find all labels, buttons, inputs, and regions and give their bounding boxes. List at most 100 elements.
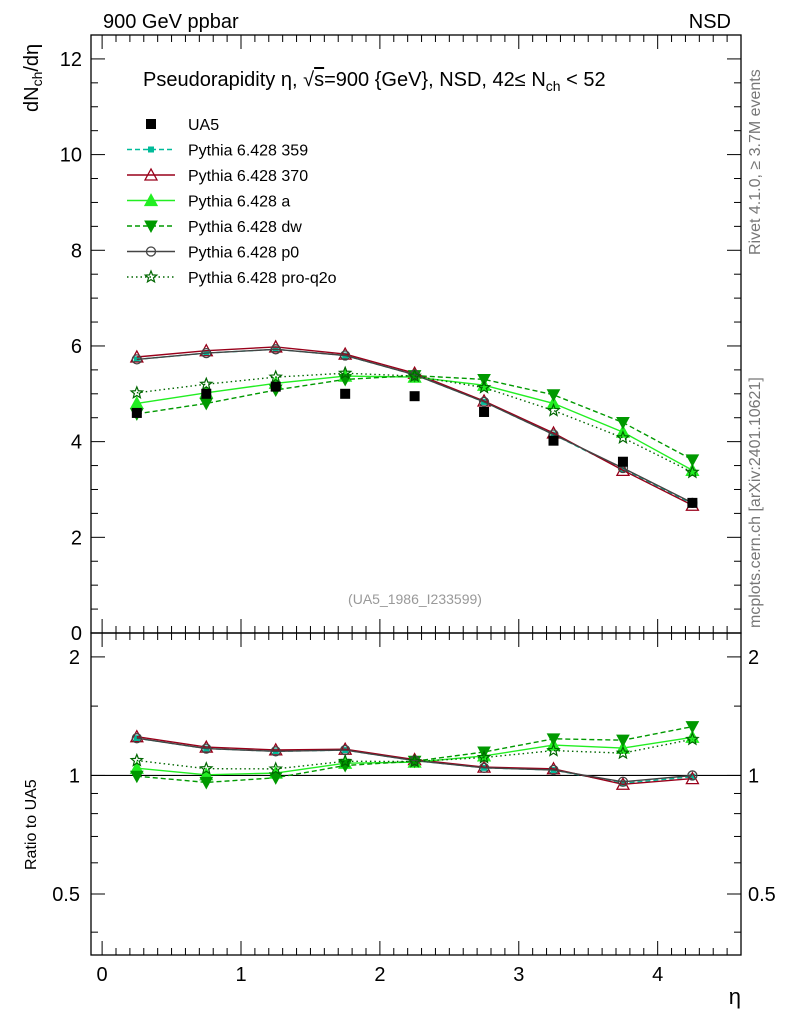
ratio-tick-label-right: 2: [748, 647, 759, 669]
rivet-label: Rivet 4.1.0, ≥ 3.7M events: [747, 69, 764, 255]
y-tick-label: 8: [71, 240, 82, 262]
series-5-point: [407, 368, 422, 383]
series-1-point: [338, 346, 353, 360]
legend-item-4-marker: [144, 220, 158, 234]
series-layer: [129, 339, 700, 511]
legend-item-5-label: Pythia 6.428 p0: [188, 245, 299, 262]
series-5-point: [546, 402, 561, 417]
legend-item-6-marker: [143, 269, 159, 284]
legend-item-0-marker: [146, 119, 156, 129]
y-tick-label: 0: [71, 623, 82, 645]
ratio-ticks: [91, 633, 742, 955]
series-3-ratio-point: [199, 776, 214, 790]
y-tick-label: 2: [71, 527, 82, 549]
ratio-tick-label: 1: [69, 765, 80, 787]
series-5-ratio-point: [546, 742, 561, 757]
series-0-ratio-point: [689, 773, 696, 780]
ratio-tick-label: 0.5: [52, 884, 80, 906]
series-3-line: [136, 374, 693, 461]
chart-title: Pseudorapidity η, √s=900 {GeV}, NSD, 42≤…: [143, 69, 606, 94]
series-4-point: [478, 396, 490, 408]
y-tick-labels: 0 2 4 6 8 10 12: [60, 49, 82, 645]
y-tick-label: 12: [60, 49, 82, 71]
series-3-point: [477, 373, 491, 387]
series-5-point: [129, 385, 145, 400]
series-1-ratio-point: [199, 739, 214, 753]
series-1-ratio-point: [129, 729, 144, 743]
series-4-point: [131, 354, 142, 365]
ua5-data-point: [479, 406, 490, 417]
title-leq: ≤: [515, 69, 526, 91]
series-5-point: [337, 365, 353, 380]
series-1-ratio-point: [268, 742, 283, 756]
title-post: < 52: [561, 69, 606, 91]
title-eta: η: [281, 69, 292, 91]
series-4-ratio-point: [548, 764, 559, 776]
ua5-data-point: [409, 391, 420, 402]
series-0-ratio-point: [619, 780, 626, 787]
y-axis-label: dNch/dη: [21, 44, 45, 112]
ratio-tick-label: 2: [69, 647, 80, 669]
series-4-ratio-point: [617, 776, 629, 787]
header-right: NSD: [689, 11, 731, 33]
series-3-ratio-point: [129, 770, 144, 784]
legend-item-4-label: Pythia 6.428 dw: [188, 219, 302, 236]
series-5-line: [136, 372, 693, 473]
series-5-point: [476, 379, 492, 394]
series-5-ratio-point: [199, 761, 214, 775]
ylabel-a: dN: [21, 86, 43, 112]
legend-item-5-marker: [145, 246, 157, 257]
series-3-ratio-line: [136, 725, 693, 784]
series-5-ratio-point: [268, 761, 283, 776]
series-5-ratio-point: [407, 753, 422, 768]
y-tick-label: 10: [60, 145, 82, 167]
mcplots-label: mcplots.cern.ch [arXiv:2401.10621]: [747, 377, 764, 628]
x-tick-label: 0: [97, 964, 108, 986]
ua5-data-point: [131, 407, 142, 418]
ratio-axis-label: Ratio to UA5: [23, 779, 40, 870]
watermark: (UA5_1986_I233599): [348, 591, 482, 607]
x-tick-label: 1: [235, 964, 246, 986]
legend-item-0-label: UA5: [188, 117, 219, 134]
x-tick-label: 3: [513, 964, 524, 986]
ratio-tick-labels: 0.5 0.5 1 1 2 2: [52, 647, 776, 906]
y-tick-label: 6: [71, 336, 82, 358]
series-5-ratio-point: [685, 731, 700, 746]
x-axis-label: η: [729, 984, 741, 1009]
x-tick-labels: 0 1 2 3 4: [97, 964, 664, 986]
ua5-data-point: [617, 456, 628, 467]
x-tick-label: 4: [652, 964, 663, 986]
series-3-ratio-point: [685, 721, 700, 734]
series-5-point: [268, 369, 283, 384]
ylabel-sub: ch: [29, 72, 45, 87]
legend-item-2-label: Pythia 6.428 370: [188, 168, 308, 185]
title-pre: Pseudorapidity: [143, 69, 281, 91]
series-5-ratio-point: [476, 749, 492, 764]
series-3-ratio-point: [268, 772, 283, 785]
series-3-ratio-point: [616, 734, 630, 748]
series-4-line: [136, 348, 693, 504]
main-ticks: [91, 34, 742, 634]
series-3-point: [546, 389, 561, 402]
legend-item-1-label: Pythia 6.428 359: [188, 143, 308, 160]
legend-item-3-label: Pythia 6.428 a: [188, 194, 290, 211]
series-2-point: [546, 396, 561, 410]
series-4-point: [270, 344, 281, 355]
title-sub: ch: [546, 78, 561, 94]
title-s: s: [314, 69, 324, 91]
ratio-tick-label-right: 1: [748, 765, 759, 787]
series-5-ratio-point: [337, 753, 353, 768]
series-4-point: [340, 350, 351, 361]
legend-item-1-marker: [148, 146, 154, 153]
ua5-data-point: [201, 388, 212, 399]
series-4-ratio-point: [201, 743, 212, 754]
y-tick-label: 4: [71, 432, 82, 454]
series-4-ratio-point: [478, 762, 490, 773]
series-1-ratio-point: [615, 776, 631, 790]
legend-item-6-label: Pythia 6.428 pro-q2o: [188, 270, 337, 287]
header-left: 900 GeV ppbar: [103, 11, 239, 33]
series-3-point: [685, 454, 700, 467]
series-4-ratio-point: [131, 733, 142, 744]
series-1-ratio-point: [685, 771, 700, 785]
title-comma: ,: [292, 69, 303, 91]
